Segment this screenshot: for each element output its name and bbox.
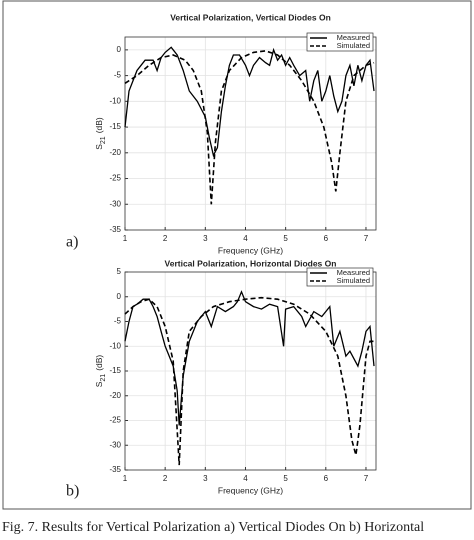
y-tick-label: -30 bbox=[109, 199, 121, 208]
x-axis-label: Frequency (GHz) bbox=[218, 245, 283, 255]
panel-label: a) bbox=[66, 234, 78, 251]
x-tick-label: 4 bbox=[243, 234, 248, 243]
axes-box bbox=[124, 271, 377, 471]
x-tick-label: 1 bbox=[123, 474, 128, 483]
y-tick-label: -35 bbox=[109, 225, 121, 234]
y-tick-label: -5 bbox=[114, 317, 122, 326]
y-tick-label: 0 bbox=[117, 45, 122, 54]
y-label-unit: (dB) bbox=[94, 117, 104, 133]
x-tick-label: 2 bbox=[163, 474, 168, 483]
y-tick-label: -15 bbox=[109, 122, 121, 131]
chart-title: Vertical Polarization, Vertical Diodes O… bbox=[170, 12, 331, 22]
x-tick-label: 3 bbox=[203, 474, 208, 483]
y-tick-label: -35 bbox=[109, 465, 121, 474]
y-label-symbol: S bbox=[94, 381, 104, 387]
x-tick-label: 3 bbox=[203, 234, 208, 243]
y-label-unit: (dB) bbox=[94, 355, 104, 371]
chart-title: Vertical Polarization, Horizontal Diodes… bbox=[165, 258, 337, 268]
axes-box bbox=[124, 36, 377, 231]
y-tick-label: 0 bbox=[117, 292, 122, 301]
legend-label: Measured bbox=[337, 268, 370, 277]
y-label-subscript: 21 bbox=[100, 136, 107, 144]
legend-label: Simulated bbox=[337, 41, 370, 50]
plot-area bbox=[125, 37, 376, 230]
y-tick-label: -20 bbox=[109, 148, 121, 157]
frame bbox=[2, 0, 472, 510]
y-label-subscript: 21 bbox=[100, 374, 107, 382]
y-tick-label: -20 bbox=[109, 391, 121, 400]
y-tick-label: -5 bbox=[114, 71, 122, 80]
x-axis-label: Frequency (GHz) bbox=[218, 485, 283, 495]
x-tick-label: 6 bbox=[324, 474, 329, 483]
y-axis-label: S21 (dB) bbox=[94, 355, 107, 388]
y-axis-label: S21 (dB) bbox=[94, 117, 107, 150]
series-line bbox=[124, 296, 374, 466]
x-tick-label: 1 bbox=[123, 234, 128, 243]
y-tick-label: -30 bbox=[109, 440, 121, 449]
series-line bbox=[124, 290, 375, 426]
legend-label: Simulated bbox=[337, 276, 370, 285]
x-tick-label: 7 bbox=[364, 474, 369, 483]
legend-label: Measured bbox=[337, 33, 370, 42]
series-line bbox=[124, 50, 375, 205]
x-tick-label: 5 bbox=[283, 234, 288, 243]
x-tick-label: 2 bbox=[163, 234, 168, 243]
panel-label: b) bbox=[66, 483, 79, 500]
y-tick-label: -15 bbox=[109, 366, 121, 375]
y-tick-label: -10 bbox=[109, 96, 121, 105]
series-line bbox=[124, 46, 375, 158]
y-tick-label: -10 bbox=[109, 341, 121, 350]
x-tick-label: 5 bbox=[283, 474, 288, 483]
y-label-symbol: S bbox=[94, 144, 104, 150]
y-tick-label: 5 bbox=[117, 267, 122, 276]
x-tick-label: 7 bbox=[364, 234, 369, 243]
y-tick-label: -25 bbox=[109, 174, 121, 183]
y-tick-label: -25 bbox=[109, 416, 121, 425]
x-tick-label: 6 bbox=[324, 234, 329, 243]
x-tick-label: 4 bbox=[243, 474, 248, 483]
caption: Fig. 7. Results for Vertical Polarizatio… bbox=[2, 520, 424, 535]
